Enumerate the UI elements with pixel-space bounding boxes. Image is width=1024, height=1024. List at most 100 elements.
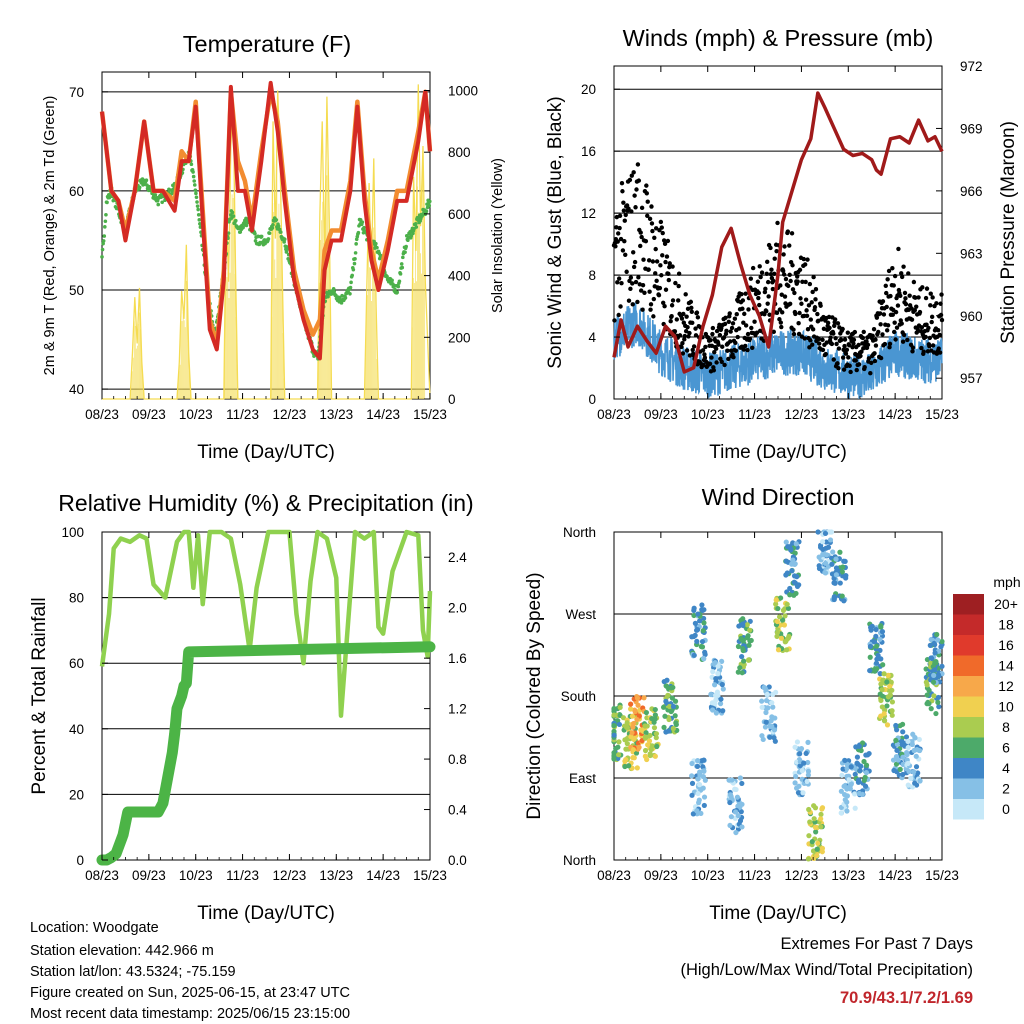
gust-point — [884, 328, 890, 333]
gust-point — [839, 337, 844, 343]
direction-point — [813, 829, 819, 835]
gust-point — [807, 345, 812, 350]
gust-point — [648, 307, 653, 312]
gust-point — [813, 287, 819, 292]
gust-point — [661, 238, 667, 243]
gust-point — [815, 311, 820, 317]
direction-point — [740, 637, 746, 643]
gust-point — [880, 332, 885, 337]
direction-point — [735, 813, 741, 819]
direction-point — [933, 710, 939, 717]
direction-point — [819, 849, 825, 855]
dewpoint-point — [351, 267, 356, 272]
temp-xtick-label: 12/23 — [273, 407, 307, 422]
direction-point — [713, 692, 719, 698]
gust-point — [905, 337, 910, 343]
gust-point — [812, 305, 818, 310]
direction-point — [642, 734, 649, 740]
direction-point — [670, 725, 676, 732]
gust-point — [690, 320, 695, 326]
gust-point — [768, 245, 773, 251]
gust-point — [641, 257, 646, 262]
gust-point — [733, 340, 738, 346]
direction-point — [905, 738, 911, 744]
direction-point — [712, 682, 718, 688]
gust-point — [631, 250, 636, 255]
gust-point — [930, 295, 935, 300]
direction-point — [652, 712, 658, 718]
direction-point — [913, 753, 919, 759]
gust-point — [726, 356, 731, 362]
gust-point — [665, 238, 671, 244]
gust-point — [833, 335, 838, 341]
legend-swatch — [953, 696, 984, 717]
gust-point — [669, 314, 674, 319]
dewpoint-point — [234, 218, 238, 223]
winds-xtick-label: 12/23 — [785, 407, 819, 422]
gust-point — [750, 265, 756, 271]
direction-point — [867, 643, 874, 650]
direction-point — [651, 725, 658, 731]
dewpoint-point — [144, 178, 149, 182]
direction-point — [727, 799, 733, 806]
direction-point — [873, 660, 880, 666]
gust-point — [938, 301, 943, 306]
rh-ytick-label: 40 — [69, 722, 84, 737]
rh-y2tick-label: 1.2 — [448, 702, 467, 717]
gust-point — [842, 343, 847, 349]
gust-point — [685, 324, 690, 330]
dewpoint-point — [103, 225, 107, 229]
direction-point — [763, 709, 769, 716]
gust-point — [793, 311, 798, 317]
recent-text: Most recent data timestamp: 2025/06/15 2… — [30, 1006, 351, 1022]
dewpoint-point — [354, 242, 358, 246]
gust-point — [745, 331, 751, 337]
direction-point — [839, 569, 845, 575]
gust-point — [728, 329, 733, 334]
direction-point — [661, 724, 667, 730]
direction-point — [878, 681, 884, 687]
gust-point — [675, 298, 681, 303]
direction-point — [662, 713, 668, 719]
wdir-ytick-label: South — [561, 689, 596, 704]
gust-point — [871, 326, 877, 332]
gust-point — [756, 295, 761, 301]
direction-point — [792, 780, 798, 786]
gust-point — [656, 293, 662, 298]
temp-xtick-label: 10/23 — [179, 407, 213, 422]
direction-point — [672, 713, 678, 719]
dewpoint-point — [153, 193, 158, 197]
direction-point — [632, 708, 638, 715]
gust-point — [937, 332, 942, 338]
gust-point — [893, 309, 899, 315]
temp-xtick-label: 11/23 — [226, 407, 259, 422]
direction-point — [698, 643, 704, 650]
direction-point — [689, 773, 695, 779]
direction-point — [738, 809, 744, 815]
gust-point — [781, 252, 786, 257]
direction-point — [873, 633, 879, 639]
gust-point — [616, 312, 621, 318]
direction-point — [737, 804, 743, 810]
gust-point — [647, 289, 652, 294]
direction-point — [669, 708, 675, 714]
gust-point — [890, 266, 895, 271]
temp-chart — [99, 71, 433, 400]
direction-point — [916, 736, 922, 743]
gust-point — [787, 301, 793, 306]
direction-point — [774, 630, 781, 636]
temp-xtick-label: 13/23 — [319, 407, 353, 422]
gust-point — [663, 287, 669, 292]
direction-point — [844, 793, 851, 799]
direction-point — [733, 829, 739, 836]
gust-point — [920, 285, 925, 290]
direction-point — [630, 747, 636, 753]
winds-y2tick-label: 957 — [960, 371, 983, 386]
gust-point — [859, 349, 864, 354]
direction-point — [616, 752, 622, 758]
gust-point — [681, 311, 686, 317]
gust-point — [890, 312, 895, 317]
direction-point — [745, 633, 751, 639]
legend-label: 12 — [998, 678, 1014, 694]
temp-y2tick-label: 800 — [448, 145, 471, 160]
